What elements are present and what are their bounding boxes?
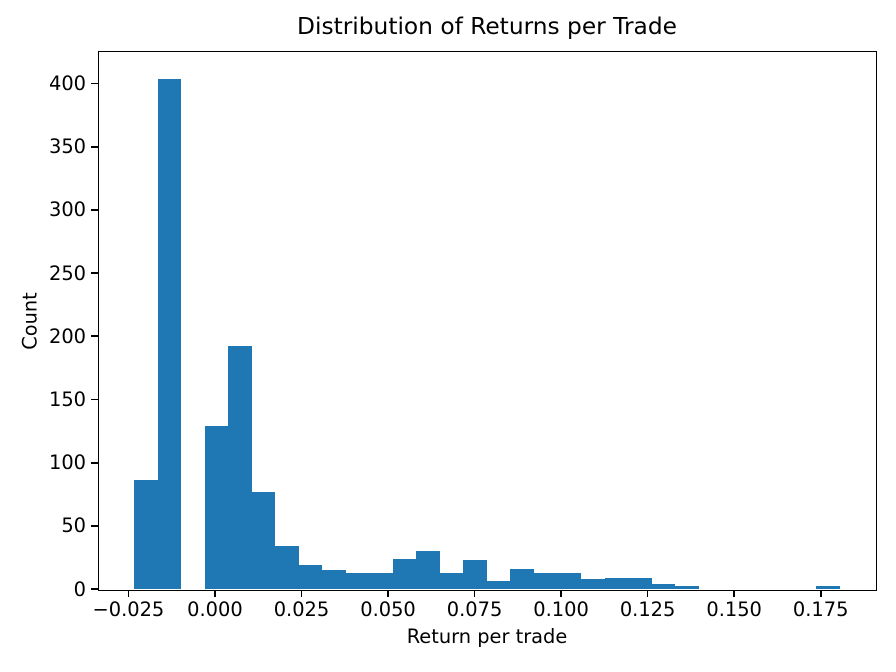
y-tick-label: 350: [48, 135, 86, 159]
x-tick-label: 0.100: [533, 598, 589, 621]
histogram-bar: [346, 572, 369, 589]
histogram-bar: [416, 551, 440, 589]
histogram-bar: [369, 572, 393, 589]
histogram-bar: [322, 570, 346, 589]
x-tick-mark: [733, 590, 736, 597]
histogram-bar: [134, 480, 158, 589]
x-tick-mark: [387, 590, 389, 597]
histogram-bar: [487, 581, 510, 589]
y-tick-mark: [91, 145, 98, 148]
x-tick-label: 0.075: [446, 598, 503, 621]
y-tick-mark: [91, 272, 98, 274]
x-tick-mark: [819, 590, 822, 597]
histogram-bar: [675, 586, 699, 589]
histogram-bar: [252, 491, 275, 589]
histogram-bar: [393, 558, 416, 589]
histogram-bar: [581, 578, 605, 589]
y-tick-mark: [91, 588, 98, 590]
chart-title: Distribution of Returns per Trade: [297, 13, 677, 40]
x-tick-label: 0.050: [360, 598, 416, 621]
x-tick-label: 0.125: [619, 598, 676, 621]
y-tick-mark: [91, 82, 98, 85]
histogram-bar: [275, 546, 299, 589]
y-tick-label: 250: [48, 261, 86, 285]
y-tick-label: 0: [73, 577, 86, 601]
histogram-bar: [440, 572, 463, 589]
y-tick-label: 50: [61, 514, 86, 538]
histogram-bar: [534, 572, 558, 589]
x-tick-mark: [473, 590, 476, 597]
y-tick-mark: [91, 461, 98, 464]
y-tick-label: 200: [48, 324, 86, 348]
x-tick-mark: [214, 590, 216, 597]
histogram-bar: [816, 586, 840, 589]
histogram-bar: [605, 577, 628, 589]
y-tick-mark: [91, 335, 98, 338]
histogram-bar: [652, 583, 675, 589]
x-tick-mark: [300, 590, 303, 597]
x-tick-label: 0.025: [273, 598, 330, 621]
x-tick-label: 0.000: [187, 598, 243, 621]
histogram-bar: [558, 572, 581, 589]
x-axis-label: Return per trade: [406, 625, 568, 648]
y-tick-label: 150: [48, 387, 86, 411]
histogram-bar: [463, 559, 487, 589]
histogram-bar: [205, 426, 228, 589]
histogram-bar: [628, 577, 652, 589]
x-tick-mark: [646, 590, 649, 597]
y-tick-mark: [91, 524, 98, 527]
y-tick-mark: [91, 398, 98, 401]
y-tick-label: 400: [48, 72, 86, 96]
x-tick-mark: [560, 590, 562, 597]
histogram-bar: [510, 568, 534, 589]
x-tick-mark: [127, 590, 130, 597]
y-tick-mark: [91, 209, 98, 211]
y-axis-label: Count: [18, 292, 42, 350]
y-tick-label: 100: [48, 451, 86, 475]
histogram-bar: [228, 346, 252, 589]
histogram-bar: [299, 564, 322, 589]
y-tick-label: 300: [48, 198, 86, 222]
x-tick-label: 0.150: [706, 598, 762, 621]
x-tick-label: −0.025: [92, 598, 165, 621]
x-tick-label: 0.175: [792, 598, 849, 621]
histogram-bar: [158, 78, 181, 589]
